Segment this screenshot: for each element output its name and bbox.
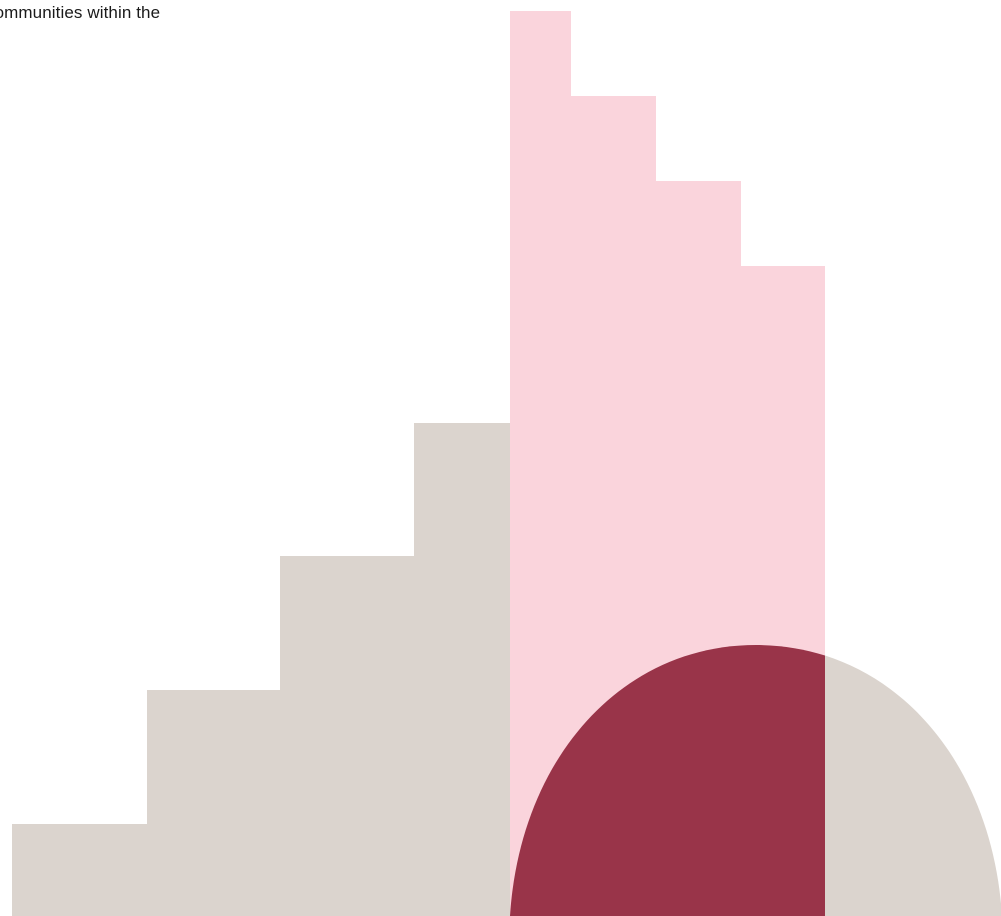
arch-shape-overlap: [510, 645, 825, 916]
beige-steps-shape: [12, 423, 510, 916]
clipped-body-text: communities within the: [0, 3, 161, 22]
arch-shape-outer: [825, 655, 1001, 916]
